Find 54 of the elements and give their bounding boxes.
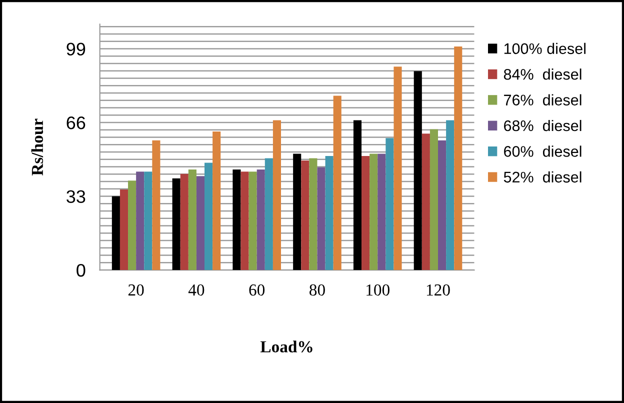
y-tick-label: 99 xyxy=(66,42,86,56)
bar xyxy=(454,46,462,270)
legend-label: 68% diesel xyxy=(504,120,582,132)
bar xyxy=(188,169,196,270)
bar xyxy=(180,174,188,270)
x-tick-label: 120 xyxy=(426,284,450,296)
bar xyxy=(370,154,378,270)
legend-label: 60% diesel xyxy=(504,146,582,157)
x-tick-label: 60 xyxy=(249,284,265,296)
bar xyxy=(232,169,241,270)
bar xyxy=(378,154,386,270)
bar xyxy=(414,71,422,270)
bar xyxy=(128,180,136,270)
legend-label: 84% diesel xyxy=(504,68,582,80)
bar xyxy=(172,178,180,270)
bar xyxy=(446,120,454,270)
bar xyxy=(353,120,362,270)
bar xyxy=(120,190,128,270)
x-tick-label: 100 xyxy=(366,284,390,296)
bar xyxy=(293,154,302,270)
legend-label: 52% diesel xyxy=(504,171,582,183)
bar xyxy=(301,160,310,270)
x-axis-title: Load% xyxy=(260,340,312,352)
y-axis-title: Rs/hour xyxy=(31,118,44,176)
legend-label: 76% diesel xyxy=(504,94,582,106)
bar xyxy=(144,172,152,270)
bar xyxy=(325,156,334,270)
y-tick-label: 66 xyxy=(66,116,86,130)
bar xyxy=(152,140,160,270)
bar xyxy=(333,96,342,270)
bar xyxy=(136,172,144,270)
y-tick-label: 33 xyxy=(66,190,86,203)
x-tick-label: 40 xyxy=(188,284,204,296)
x-tick-label: 80 xyxy=(310,284,325,296)
legend-label: 100% diesel xyxy=(504,42,586,54)
bar xyxy=(309,158,318,270)
bar xyxy=(240,172,249,270)
bar xyxy=(248,172,257,270)
bar xyxy=(256,169,265,270)
bar xyxy=(386,138,394,270)
bar xyxy=(438,140,446,270)
bar xyxy=(272,120,281,270)
bar xyxy=(264,158,273,270)
y-tick-label: 0 xyxy=(76,264,86,277)
x-tick-label: 20 xyxy=(128,284,144,296)
bar xyxy=(112,196,120,270)
bar xyxy=(204,162,213,270)
bar xyxy=(196,176,205,270)
bar xyxy=(362,156,370,270)
bar xyxy=(430,129,438,270)
bar xyxy=(317,167,326,270)
bar xyxy=(394,66,402,270)
bar xyxy=(422,134,430,270)
bar xyxy=(212,131,221,270)
